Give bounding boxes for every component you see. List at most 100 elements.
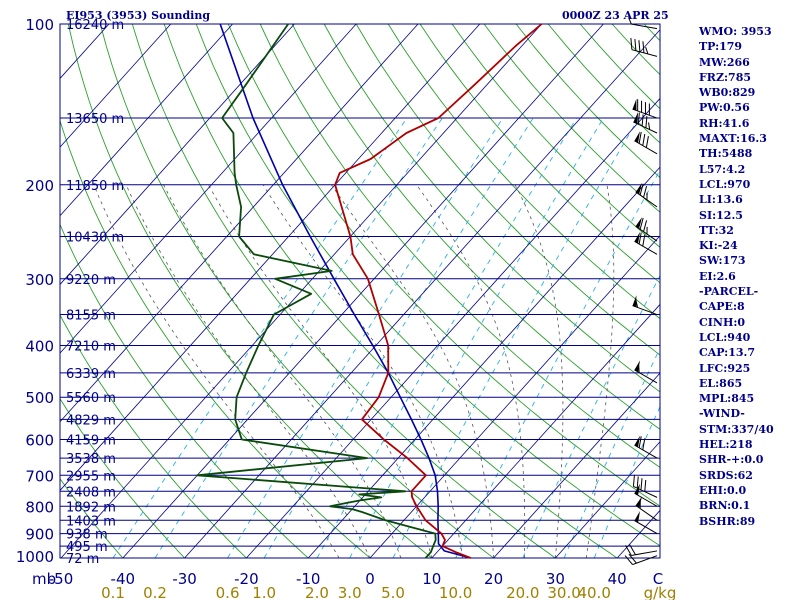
barb-flag (638, 232, 642, 245)
index-panel: WMO: 3953 TP:179 MW:266 FRZ:785 WB0:829 PW:0.… (699, 24, 799, 529)
barb-flag (643, 185, 648, 198)
index-line: LCL:940 (699, 330, 751, 344)
height-label: 1892 m (66, 500, 116, 515)
barb-flag (625, 545, 632, 556)
dry-adiabat (59, 314, 247, 559)
wind-barb (634, 483, 658, 507)
barb-staff (633, 121, 658, 134)
mixing-ratio-line (316, 117, 578, 559)
wind-barb (633, 112, 658, 134)
barb-staff (632, 305, 658, 316)
height-label: 495 m (66, 540, 108, 555)
dry-adiabat (259, 23, 661, 468)
barb-staff (634, 492, 658, 507)
temperature-tick-label: -20 (234, 570, 259, 588)
pressure-tick-label: 400 (25, 338, 54, 356)
station-title: EI953 (3953) Sounding (66, 9, 211, 22)
dry-adiabat (579, 23, 661, 110)
dry-adiabat (67, 23, 433, 559)
barb-pennant (635, 217, 643, 229)
pressure-tick-label: 700 (25, 467, 54, 485)
temperature-unit-label: C (653, 570, 663, 588)
mixing-ratio-line (263, 117, 534, 559)
dry-adiabat (195, 23, 661, 547)
pressure-tick-label: 1000 (16, 548, 54, 566)
temperature-tick-label: -40 (111, 570, 136, 588)
index-line: -PARCEL- (699, 285, 759, 299)
pressure-tick-label: 200 (25, 177, 54, 195)
index-line: LI:13.6 (699, 193, 743, 207)
barb-flag (643, 220, 648, 232)
pressure-tick-label: 500 (25, 389, 54, 407)
barb-pennant (635, 182, 643, 195)
height-label: 4829 m (66, 413, 116, 428)
pressure-tick-label: 900 (25, 526, 54, 544)
height-label: 8155 m (66, 309, 116, 324)
height-label: 10430 m (66, 230, 124, 245)
index-line: EL:865 (699, 376, 743, 390)
barb-pennant (632, 98, 637, 111)
barb-flag (644, 479, 647, 492)
temperature-tick-label: 10 (422, 570, 441, 588)
barb-flag (637, 112, 640, 125)
index-line: MAXT:16.3 (699, 132, 767, 146)
wind-barb (635, 496, 658, 521)
barb-staff (634, 240, 658, 255)
index-line: WMO: 3953 (699, 25, 772, 38)
barb-flag (648, 122, 651, 130)
barb-flag (642, 234, 646, 247)
index-line: WB0:829 (699, 86, 756, 100)
pressure-tick-label: 600 (25, 432, 54, 450)
isotherm (431, 304, 661, 559)
index-line: CAPE:8 (699, 300, 745, 314)
mixing-ratio-tick-label: 2.0 (305, 584, 329, 600)
pressure-tick-label: 300 (25, 271, 54, 289)
index-line: LCL:970 (699, 177, 751, 191)
barb-flag (640, 478, 643, 490)
wind-barb (634, 435, 658, 459)
dry-adiabat (323, 23, 661, 393)
moist-adiabat (93, 184, 340, 559)
barb-staff (631, 550, 658, 556)
isotherm (59, 23, 233, 217)
mixing-ratio-tick-label: 30.0 (547, 584, 580, 600)
temperature-tick-label: -30 (172, 570, 197, 588)
index-line: SI:12.5 (699, 208, 743, 222)
index-line: EHI:0.0 (699, 483, 747, 497)
mixing-ratio-line (349, 117, 604, 559)
mixing-ratio-tick-label: 0.6 (216, 584, 240, 600)
index-line: KI:-24 (699, 239, 738, 253)
mixing-ratio-line (112, 117, 408, 559)
isotherm (307, 166, 661, 559)
barb-flag (629, 544, 636, 555)
barb-pennant (634, 131, 640, 143)
valid-time: 0000Z 23 APR 25 (562, 9, 669, 22)
isotherm (616, 510, 661, 559)
barb-pennant (634, 483, 640, 496)
barb-staff (632, 108, 658, 119)
mixing-ratio-tick-label: 0.2 (143, 584, 167, 600)
barb-flag (642, 133, 646, 146)
mixing-ratio-lines (112, 117, 661, 559)
barb-pennant (634, 231, 640, 244)
height-label: 5560 m (66, 391, 116, 406)
isotherm (555, 441, 661, 559)
height-label: 11850 m (66, 179, 124, 194)
isotherm (59, 23, 295, 285)
height-label: 72 m (66, 552, 99, 567)
barb-flag (639, 217, 644, 230)
index-line: SW:173 (699, 254, 746, 268)
index-line: FRZ:785 (699, 70, 752, 84)
index-line: PW:0.56 (699, 101, 750, 115)
profiles (196, 23, 543, 559)
index-line: HEL:218 (699, 438, 753, 452)
mixing-ratio-line (455, 170, 661, 559)
isotherm (59, 23, 110, 79)
dry-adiabat (99, 23, 494, 559)
barb-staff (635, 504, 658, 521)
mixing-ratio-line (593, 406, 661, 559)
temperature-tick-label: 40 (608, 570, 627, 588)
pressure-tick-label: 800 (25, 498, 54, 516)
isotherm (59, 23, 357, 354)
